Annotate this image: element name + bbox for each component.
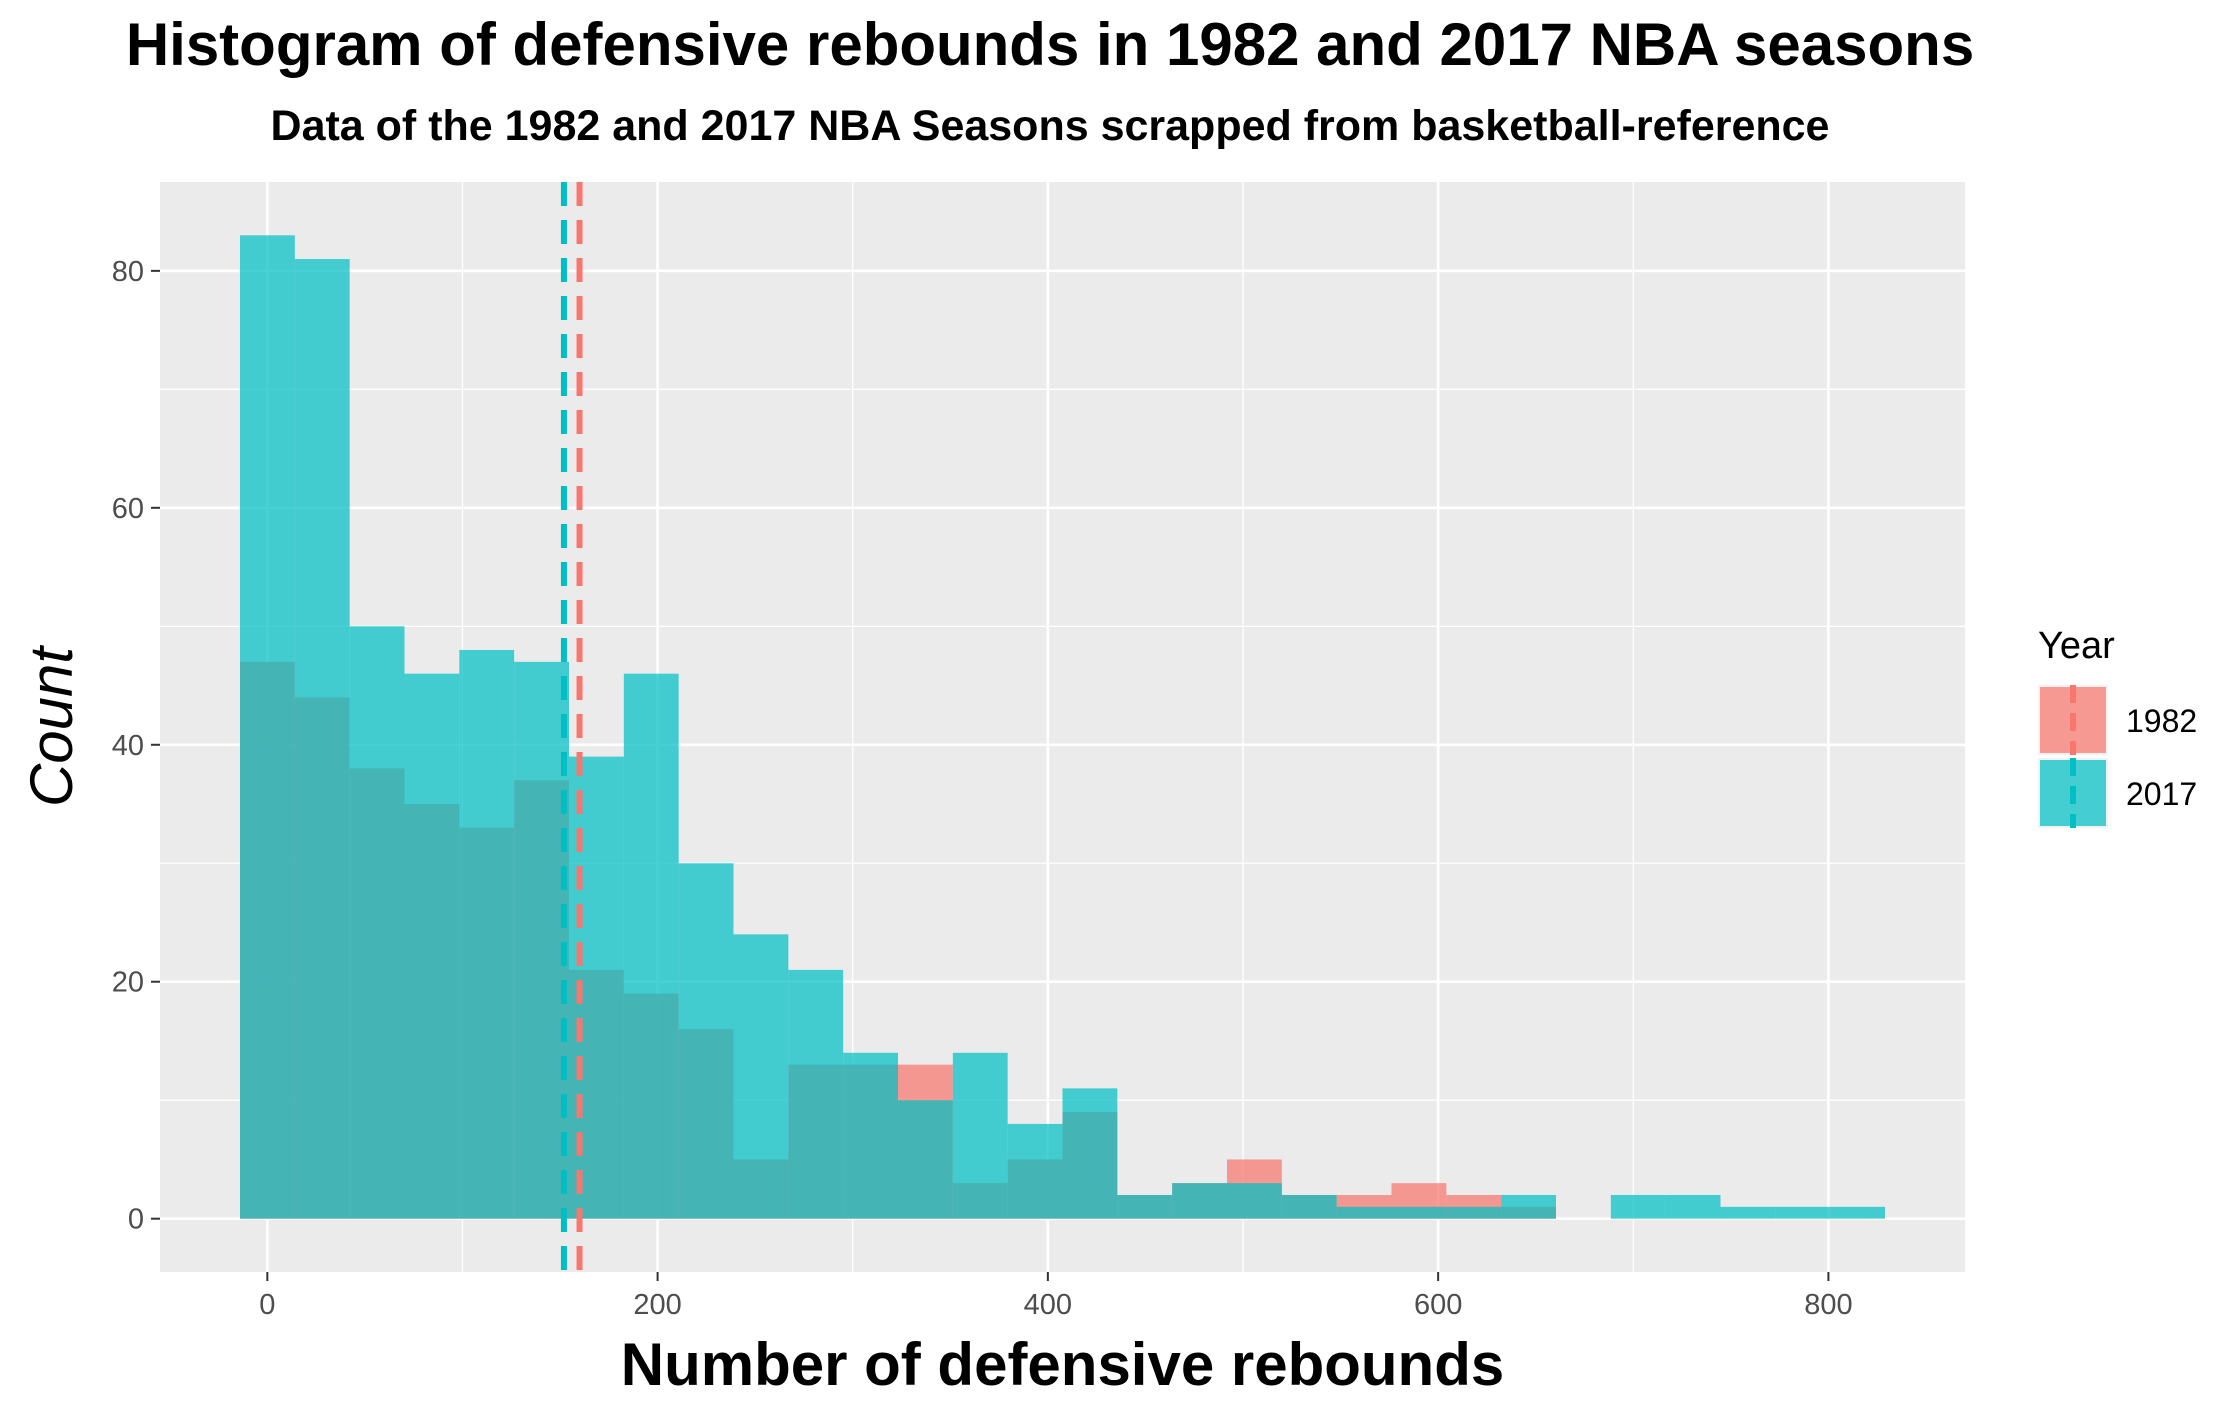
bar-2017 — [1062, 1088, 1118, 1219]
legend-title: Year — [2038, 625, 2115, 667]
bar-2017 — [623, 673, 679, 1219]
bar-2017 — [952, 1052, 1008, 1219]
bar-2017 — [843, 1052, 899, 1219]
y-tick-label: 60 — [112, 493, 144, 525]
x-axis-title: Number of defensive rebounds — [621, 1331, 1504, 1398]
x-tick-label: 200 — [633, 1289, 681, 1321]
bar-2017 — [294, 259, 350, 1219]
y-axis-title: Count — [18, 645, 85, 807]
bar-2017 — [1172, 1183, 1227, 1219]
bar-2017 — [1117, 1194, 1173, 1219]
bar-2017 — [1281, 1194, 1337, 1219]
bar-2017 — [1391, 1206, 1447, 1219]
bar-2017 — [1775, 1206, 1831, 1219]
x-tick-label: 400 — [1024, 1289, 1072, 1321]
bar-2017 — [898, 1100, 953, 1219]
bar-2017 — [1446, 1206, 1502, 1219]
bar-2017 — [733, 934, 789, 1219]
bar-2017 — [1610, 1194, 1666, 1219]
y-tick-label: 0 — [128, 1204, 144, 1236]
bar-2017 — [678, 863, 734, 1219]
bar-2017 — [459, 649, 515, 1219]
x-tick-label: 600 — [1414, 1289, 1462, 1321]
bar-2017 — [240, 235, 295, 1219]
legend-label-1982: 1982 — [2126, 703, 2197, 739]
y-tick-label: 20 — [112, 967, 144, 999]
bar-2017 — [1336, 1206, 1392, 1219]
x-tick-label: 0 — [259, 1289, 275, 1321]
bar-2017 — [1665, 1194, 1721, 1219]
bar-2017 — [1830, 1206, 1885, 1219]
bar-2017 — [404, 673, 460, 1219]
y-tick-label: 40 — [112, 730, 144, 762]
bar-2017 — [1007, 1123, 1063, 1219]
y-tick-label: 80 — [112, 256, 144, 288]
bar-2017 — [1720, 1206, 1776, 1219]
bar-2017 — [788, 969, 844, 1219]
chart-title: Histogram of defensive rebounds in 1982 … — [125, 11, 1975, 78]
bar-2017 — [1226, 1183, 1282, 1219]
bar-2017 — [1501, 1194, 1556, 1219]
x-tick-label: 800 — [1804, 1289, 1852, 1321]
bar-2017 — [514, 661, 570, 1219]
bar-2017 — [349, 626, 405, 1219]
legend-label-2017: 2017 — [2126, 776, 2197, 812]
chart-subtitle: Data of the 1982 and 2017 NBA Seasons sc… — [270, 102, 1830, 150]
